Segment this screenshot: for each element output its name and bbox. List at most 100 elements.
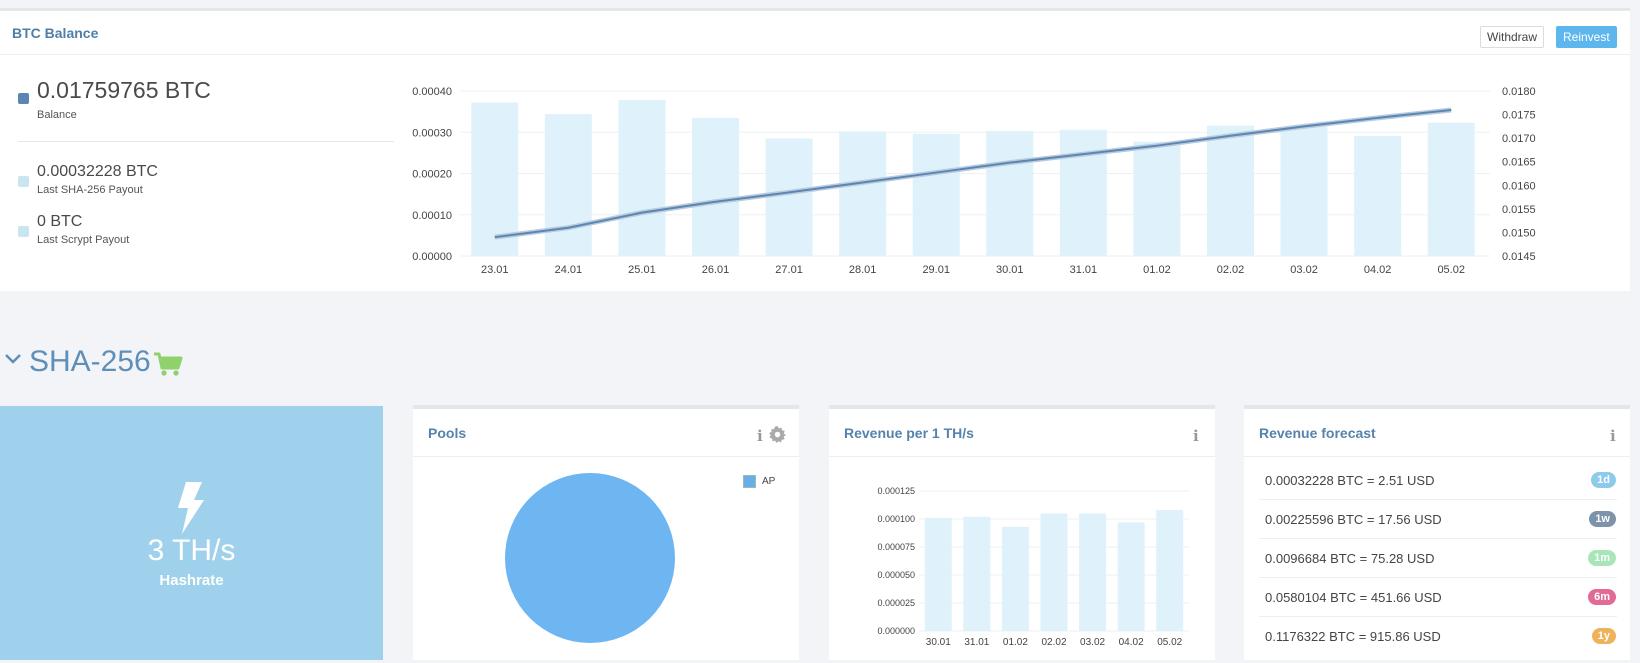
bar [1001,526,1029,631]
cart-icon[interactable] [153,351,183,377]
bolt-icon [178,482,204,534]
y-tick-label: 0.000050 [877,570,915,580]
y-tick-label: 0.000100 [877,514,915,524]
bar [986,131,1034,256]
forecast-row: 0.0580104 BTC = 451.66 USD 6m [1259,578,1617,617]
x-tick-label: 04.02 [1364,264,1392,276]
section-title: SHA-256 [29,345,151,378]
bar [618,100,666,256]
x-tick-label: 29.01 [922,264,950,276]
chevron-down-icon[interactable] [4,353,22,365]
withdraw-button[interactable]: Withdraw [1480,26,1545,48]
y2-tick-label: 0.0175 [1502,110,1536,122]
hashrate-tile: 3 TH/s Hashrate [0,406,383,660]
panel-header: BTC Balance Withdraw Reinvest [0,11,1630,55]
sha256-payout-label: Last SHA-256 Payout [37,184,143,196]
forecast-row: 0.0096684 BTC = 75.28 USD 1m [1259,539,1617,578]
scrypt-payout-label: Last Scrypt Payout [37,234,130,246]
y2-tick-label: 0.0150 [1502,227,1536,239]
x-tick-label: 01.02 [1143,264,1171,276]
forecast-row: 0.00032228 BTC = 2.51 USD 1d [1259,461,1617,500]
y2-tick-label: 0.0165 [1502,157,1536,169]
card-header: Pools i [413,409,799,457]
y-tick-label: 0.00030 [412,127,452,139]
y-tick-label: 0.00040 [412,86,452,98]
bar [1079,513,1107,631]
bar [1133,141,1181,256]
legend-swatch[interactable] [743,475,756,488]
period-badge: 1y [1591,628,1616,644]
y2-tick-label: 0.0180 [1502,86,1536,98]
forecast-row: 0.1176322 BTC = 915.86 USD 1y [1259,617,1617,656]
balance-line [494,108,1452,239]
revenue-card: Revenue per 1 TH/s i 0.000000 0.000025 0.0… [829,405,1215,660]
bar [924,517,952,631]
revenue-chart: 0.000000 0.000025 0.000050 0.000075 0.000100… [877,486,1189,648]
x-tick-label: 27.01 [775,264,803,276]
x-tick-label: 03.02 [1290,264,1318,276]
bar [1280,126,1328,256]
period-badge: 1m [1588,550,1616,566]
info-icon[interactable]: i [1193,427,1199,445]
info-icon[interactable]: i [757,427,763,445]
x-tick-label: 02.02 [1041,637,1066,648]
forecast-text: 0.0580104 BTC = 451.66 USD [1265,590,1442,605]
x-tick-label: 05.02 [1157,637,1182,648]
bar [765,138,813,256]
period-badge: 1d [1591,472,1616,488]
y2-tick-label: 0.0155 [1502,204,1536,216]
payout-legend-square [18,226,29,237]
bar [1354,135,1402,256]
x-tick-label: 03.02 [1080,637,1105,648]
x-tick-label: 31.01 [964,637,989,648]
btc-balance-panel: BTC Balance Withdraw Reinvest 0.01759765… [0,8,1630,291]
bar [1040,513,1068,631]
sha256-payout-value: 0.00032228 BTC [37,163,158,180]
x-tick-label: 25.01 [628,264,656,276]
card-title: Revenue forecast [1259,425,1376,441]
balance-legend-square [18,93,29,104]
forecast-row: 0.00225596 BTC = 17.56 USD 1w [1259,500,1617,539]
period-badge: 6m [1588,589,1616,605]
forecast-text: 0.1176322 BTC = 915.86 USD [1265,629,1441,644]
card-header: Revenue per 1 TH/s i [829,409,1215,457]
y2-tick-label: 0.0160 [1502,180,1536,192]
info-icon[interactable]: i [1610,427,1616,445]
bar [1207,125,1254,257]
bar [1427,122,1475,256]
bar [839,131,887,256]
x-tick-label: 02.02 [1217,264,1245,276]
balance-value: 0.01759765 BTC [37,77,211,103]
x-tick-label: 01.02 [1003,637,1028,648]
panel-title: BTC Balance [12,25,99,41]
bar [1156,510,1184,631]
y-tick-label: 0.00000 [412,251,452,263]
card-title: Pools [428,425,467,441]
x-tick-label: 26.01 [702,264,730,276]
forecast-text: 0.0096684 BTC = 75.28 USD [1265,551,1435,566]
bar [1117,522,1145,631]
x-tick-label: 31.01 [1070,264,1098,276]
bar [544,114,592,256]
gear-icon[interactable] [769,426,786,443]
reinvest-button[interactable]: Reinvest [1556,26,1617,48]
divider [18,141,394,142]
x-tick-label: 24.01 [555,264,583,276]
forecast-text: 0.00032228 BTC = 2.51 USD [1265,473,1435,488]
x-tick-label: 28.01 [849,264,877,276]
y2-tick-label: 0.0145 [1502,251,1536,263]
card-header: Revenue forecast i [1244,409,1630,457]
hashrate-value: 3 TH/s [147,534,236,567]
y-tick-label: 0.000000 [877,626,915,636]
x-tick-label: 04.02 [1119,637,1144,648]
legend-label: AP [762,476,776,487]
y-tick-label: 0.000075 [877,542,915,552]
x-tick-label: 30.01 [996,264,1024,276]
bar [1059,129,1107,256]
balance-label: Balance [37,109,77,121]
hashrate-label: Hashrate [159,572,224,589]
y-tick-label: 0.00020 [412,169,452,181]
y2-tick-label: 0.0170 [1502,133,1536,145]
bar [912,133,960,256]
x-tick-label: 23.01 [481,264,509,276]
